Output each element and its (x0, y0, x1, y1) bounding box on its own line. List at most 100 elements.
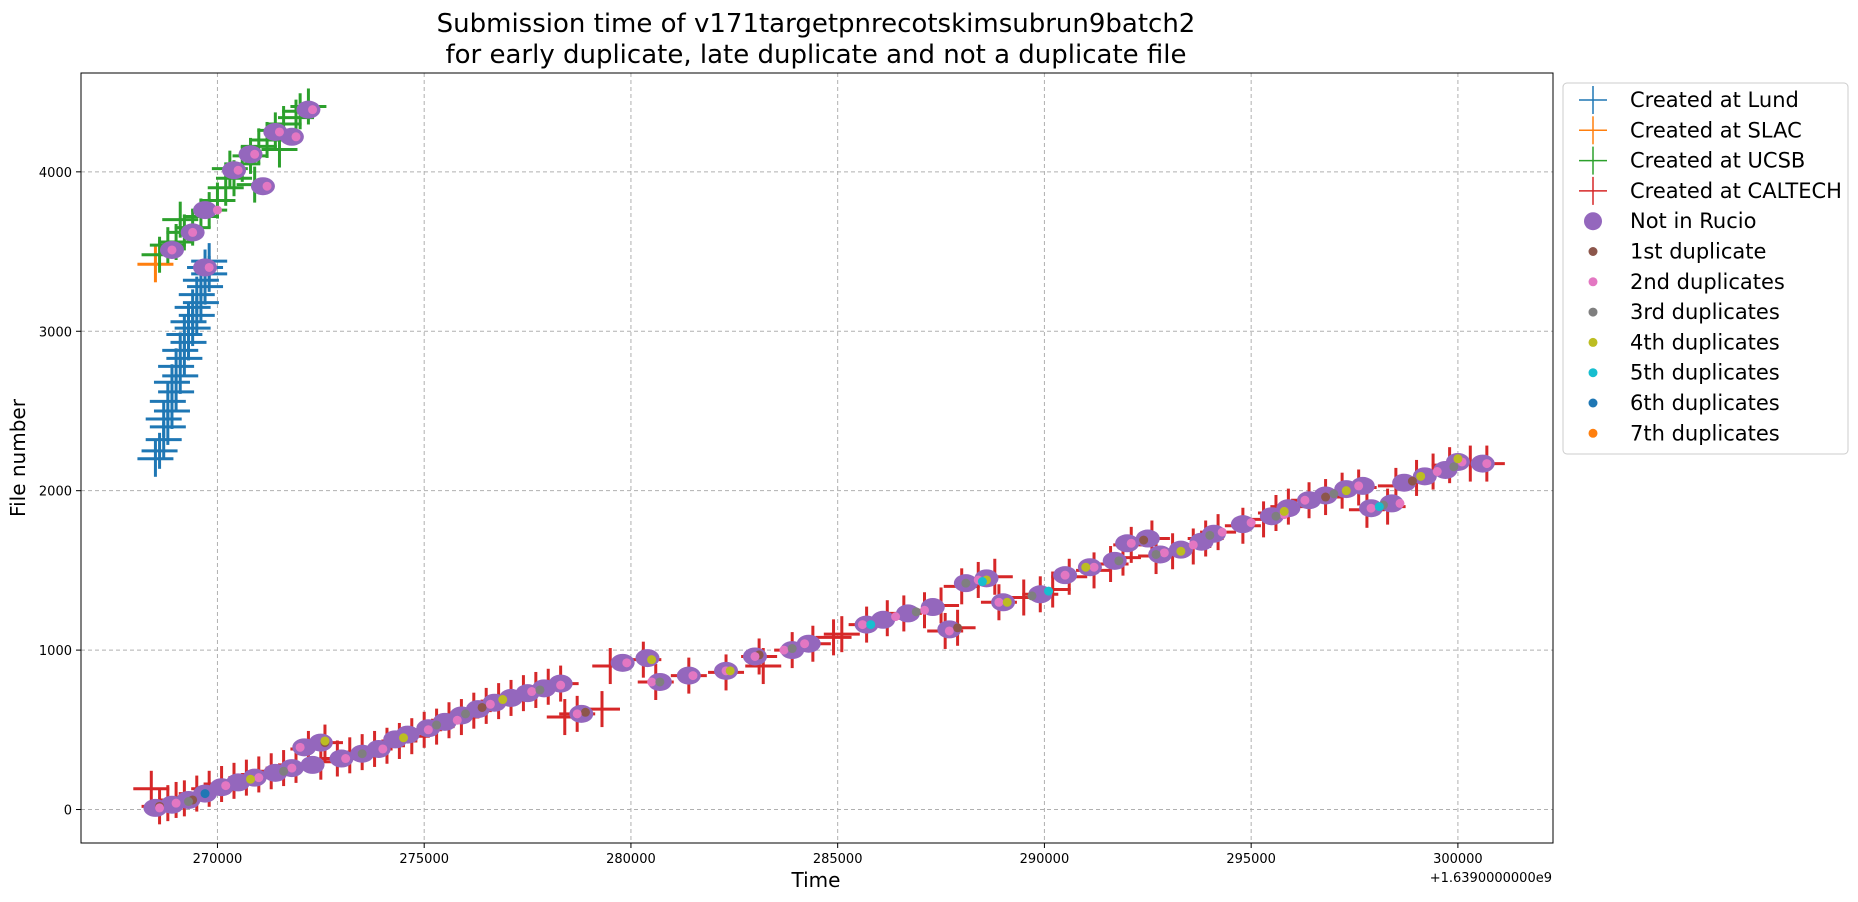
data-point (1246, 518, 1256, 528)
data-point (857, 620, 867, 630)
data-point (250, 149, 260, 159)
series-created-at-slac (137, 246, 174, 283)
data-point (170, 303, 207, 340)
chart-title-line-1: Submission time of v171targetpnrecotskim… (437, 9, 1196, 39)
data-point (246, 774, 256, 784)
y-tick-label: 2000 (39, 485, 72, 500)
x-tick-label: 270000 (193, 852, 243, 867)
data-point (233, 165, 243, 175)
data-point (823, 616, 860, 653)
plot-frame (80, 72, 1554, 844)
data-point (300, 755, 325, 774)
legend-item-1st-duplicate: 1st duplicate (1588, 240, 1766, 264)
data-point (153, 364, 190, 401)
x-tick-label: 295000 (1226, 852, 1276, 867)
data-point (1482, 459, 1492, 469)
data-point (1176, 546, 1186, 556)
data-point (688, 671, 698, 681)
data-point (188, 227, 198, 237)
data-point (1217, 527, 1227, 537)
y-tick-label: 1000 (39, 644, 72, 659)
legend-item-not-in-rucio: Not in Rucio (1584, 209, 1756, 233)
series-3rd-duplicates (184, 462, 1459, 807)
data-point (452, 715, 462, 725)
legend-label: Created at SLAC (1630, 118, 1802, 142)
data-point (287, 763, 297, 773)
data-point (1453, 454, 1463, 464)
data-point (920, 605, 930, 615)
data-point (535, 685, 545, 695)
legend-label: 1st duplicate (1630, 240, 1766, 264)
legend-item-7th-duplicates: 7th duplicates (1588, 421, 1780, 445)
data-point (357, 749, 367, 759)
data-point (395, 725, 420, 744)
legend-item-6th-duplicates: 6th duplicates (1588, 391, 1780, 415)
data-point (622, 658, 632, 668)
legend-item-created-at-caltech: Created at CALTECH (1579, 176, 1842, 205)
legend-label: Created at CALTECH (1630, 179, 1842, 203)
data-point (1044, 586, 1054, 596)
data-point (423, 725, 433, 735)
data-point (399, 733, 409, 743)
data-point (158, 348, 195, 385)
x-tick-label: 300000 (1433, 852, 1483, 867)
data-point (1366, 503, 1376, 513)
legend-item-5th-duplicates: 5th duplicates (1588, 361, 1780, 385)
data-point (953, 623, 963, 633)
data-point (137, 440, 174, 477)
x-tick-label: 285000 (813, 852, 863, 867)
legend-label: 7th duplicates (1630, 421, 1780, 445)
x-tick-label: 275000 (399, 852, 449, 867)
data-point (1395, 498, 1405, 508)
series-5th-duplicates (866, 502, 1384, 630)
data-point (655, 677, 665, 687)
legend: Created at Lund Created at SLAC Created at… (1562, 82, 1849, 455)
data-point (432, 720, 442, 730)
data-point (262, 181, 272, 191)
data-point (149, 383, 186, 420)
data-point (871, 610, 896, 629)
data-point (1449, 462, 1459, 472)
data-point (580, 707, 590, 717)
data-point (279, 766, 289, 776)
legend-marker (1584, 212, 1602, 231)
legend-item-created-at-slac: Created at SLAC (1579, 116, 1802, 145)
legend-label: 2nd duplicates (1630, 270, 1785, 294)
data-point (137, 246, 174, 283)
data-point (647, 677, 657, 687)
data-point (1081, 562, 1091, 572)
data-point (178, 276, 215, 313)
x-axis: 270000 275000 280000 285000 290000 295000 3000… (193, 843, 1483, 867)
legend-marker (1588, 428, 1598, 438)
data-point (171, 798, 181, 808)
legend-items: Created at Lund Created at SLAC Created at… (1579, 86, 1842, 445)
data-point (944, 626, 954, 636)
data-point (815, 619, 852, 656)
data-point (647, 655, 657, 665)
data-point (498, 695, 508, 705)
y-axis-label: File number (6, 398, 30, 517)
data-point (1205, 530, 1215, 540)
data-point (1002, 597, 1012, 607)
legend-item-created-at-lund: Created at Lund (1579, 86, 1799, 114)
legend-label: Not in Rucio (1630, 209, 1756, 233)
data-point (1126, 538, 1136, 548)
legend-label: Created at UCSB (1630, 149, 1805, 173)
y-tick-label: 0 (64, 804, 72, 819)
data-point (212, 205, 222, 215)
data-point (1354, 481, 1364, 491)
chart-title-line-2: for early duplicate, late duplicate and … (445, 40, 1186, 70)
data-point (1089, 562, 1099, 572)
data-point (308, 105, 318, 115)
data-point (800, 639, 810, 649)
data-point (162, 332, 199, 369)
data-point (1139, 535, 1149, 545)
data-point (320, 736, 330, 746)
legend-label: 3rd duplicates (1630, 300, 1780, 324)
data-point (221, 781, 231, 791)
y-tick-label: 3000 (39, 325, 72, 340)
data-point (378, 744, 388, 754)
series-6th-duplicates (200, 789, 210, 799)
legend-label: 5th duplicates (1630, 361, 1780, 385)
